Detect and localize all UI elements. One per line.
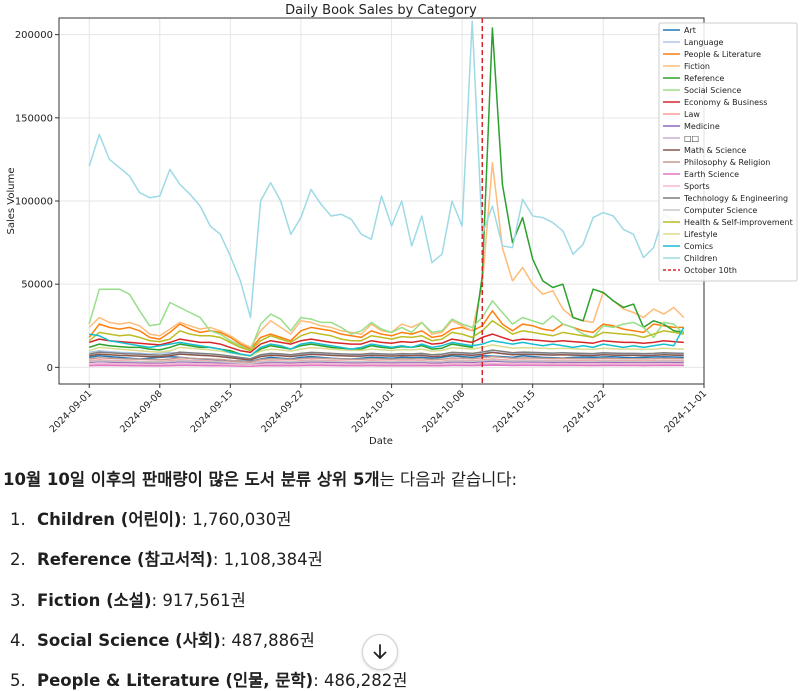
legend-label: Technology & Engineering [683, 194, 788, 203]
list-item-number: 3. [10, 591, 26, 610]
series-line [89, 359, 684, 365]
legend-label: Medicine [684, 122, 720, 131]
list-item: 1. Children (어린이): 1,760,030권 [10, 506, 291, 530]
x-tick-label: 2024-09-08 [118, 388, 165, 435]
legend-label: Sports [684, 182, 710, 191]
legend-label: Children [684, 254, 717, 263]
legend-label: Health & Self-improvement [684, 218, 793, 227]
list-item: 2. Reference (참고서적): 1,108,384권 [10, 546, 323, 570]
x-tick-label: 2024-10-15 [491, 388, 538, 435]
series-line [89, 362, 684, 366]
list-item-label: Social Science (사회) [37, 631, 221, 650]
series-line [88, 320, 684, 352]
series-line [89, 349, 684, 360]
answer-intro-rest: 는 다음과 같습니다: [379, 470, 518, 489]
series-line [89, 327, 685, 357]
y-axis-label: Sales Volume [6, 168, 17, 235]
series-line [88, 27, 684, 357]
list-item-number: 1. [10, 510, 26, 529]
legend-label: People & Literature [684, 50, 761, 59]
list-item-number: 2. [10, 550, 26, 569]
x-tick-label: 2024-11-01 [662, 388, 709, 435]
list-item-number: 4. [10, 631, 26, 650]
series-line [88, 310, 684, 350]
y-tick-label: 50000 [21, 280, 53, 291]
list-item-label: People & Literature (인물, 문학) [37, 671, 314, 690]
x-tick-label: 2024-10-01 [350, 388, 397, 435]
x-tick-label: 2024-10-22 [562, 388, 609, 435]
legend-label: Law [684, 110, 700, 119]
legend-label: Economy & Business [684, 98, 767, 107]
legend-label: Lifestyle [684, 230, 718, 239]
y-tick-label: 0 [47, 363, 53, 374]
series-line [89, 351, 684, 361]
list-item-label: Children (어린이) [37, 510, 182, 529]
legend-label: Earth Science [684, 170, 739, 179]
series-line [88, 288, 685, 352]
legend-label: Philosophy & Religion [684, 158, 770, 167]
list-item-value: : 1,108,384권 [212, 550, 323, 569]
list-item-value: : 487,886권 [220, 631, 315, 650]
y-tick-label: 100000 [15, 197, 53, 208]
series-line [88, 20, 685, 319]
series-line [88, 344, 684, 357]
series-line [88, 161, 685, 349]
answer-intro-bold: 10월 10일 이후의 판매량이 많은 도서 분류 상위 5개 [3, 470, 380, 489]
legend-label: □□ [684, 134, 699, 143]
arrow-down-icon [373, 644, 387, 659]
legend-label: Computer Science [684, 206, 757, 215]
list-item: 5. People & Literature (인물, 문학): 486,282권 [10, 667, 407, 691]
x-axis-label: Date [369, 436, 393, 447]
scroll-down-button[interactable] [362, 634, 398, 670]
axes-layer: 0 50000 100000 150000 200000 2024-09-01 2024-0… [15, 30, 709, 435]
y-tick-label: 200000 [15, 30, 53, 41]
list-item-number: 5. [10, 671, 26, 690]
list-item-value: : 917,561권 [151, 591, 246, 610]
legend-label: Language [684, 38, 724, 47]
x-tick-label: 2024-09-15 [189, 388, 236, 435]
series-line [89, 364, 684, 368]
list-item: 4. Social Science (사회): 487,886권 [10, 627, 315, 651]
list-item: 3. Fiction (소설): 917,561권 [10, 587, 246, 611]
list-item-value: : 1,760,030권 [181, 510, 292, 529]
series-layer [88, 20, 685, 368]
legend-label: Reference [684, 74, 724, 83]
list-item-label: Reference (참고서적) [37, 550, 213, 569]
list-item-value: : 486,282권 [313, 671, 408, 690]
series-line [89, 355, 684, 363]
x-tick-label: 2024-10-08 [420, 388, 467, 435]
legend-label: Fiction [684, 62, 710, 71]
legend-label: October 10th [684, 266, 737, 275]
x-tick-label: 2024-09-22 [259, 388, 306, 435]
legend-label: Art [684, 26, 696, 35]
y-tick-label: 150000 [15, 113, 53, 124]
series-line [88, 333, 684, 354]
x-tick-label: 2024-09-01 [48, 388, 95, 435]
list-item-label: Fiction (소설) [37, 591, 152, 610]
legend-label: Math & Science [684, 146, 746, 155]
legend-label: Social Science [684, 86, 741, 95]
series-line [89, 360, 684, 365]
answer-intro: 10월 10일 이후의 판매량이 많은 도서 분류 상위 5개는 다음과 같습니… [3, 466, 517, 490]
line-chart: Daily Book Sales by Category 0 50000 10000… [6, 3, 798, 447]
legend-label: Comics [684, 242, 713, 251]
legend: Art Language People & Literature Fiction Ref… [658, 22, 798, 282]
legend-box [658, 22, 798, 282]
chart-title: Daily Book Sales by Category [285, 3, 477, 18]
